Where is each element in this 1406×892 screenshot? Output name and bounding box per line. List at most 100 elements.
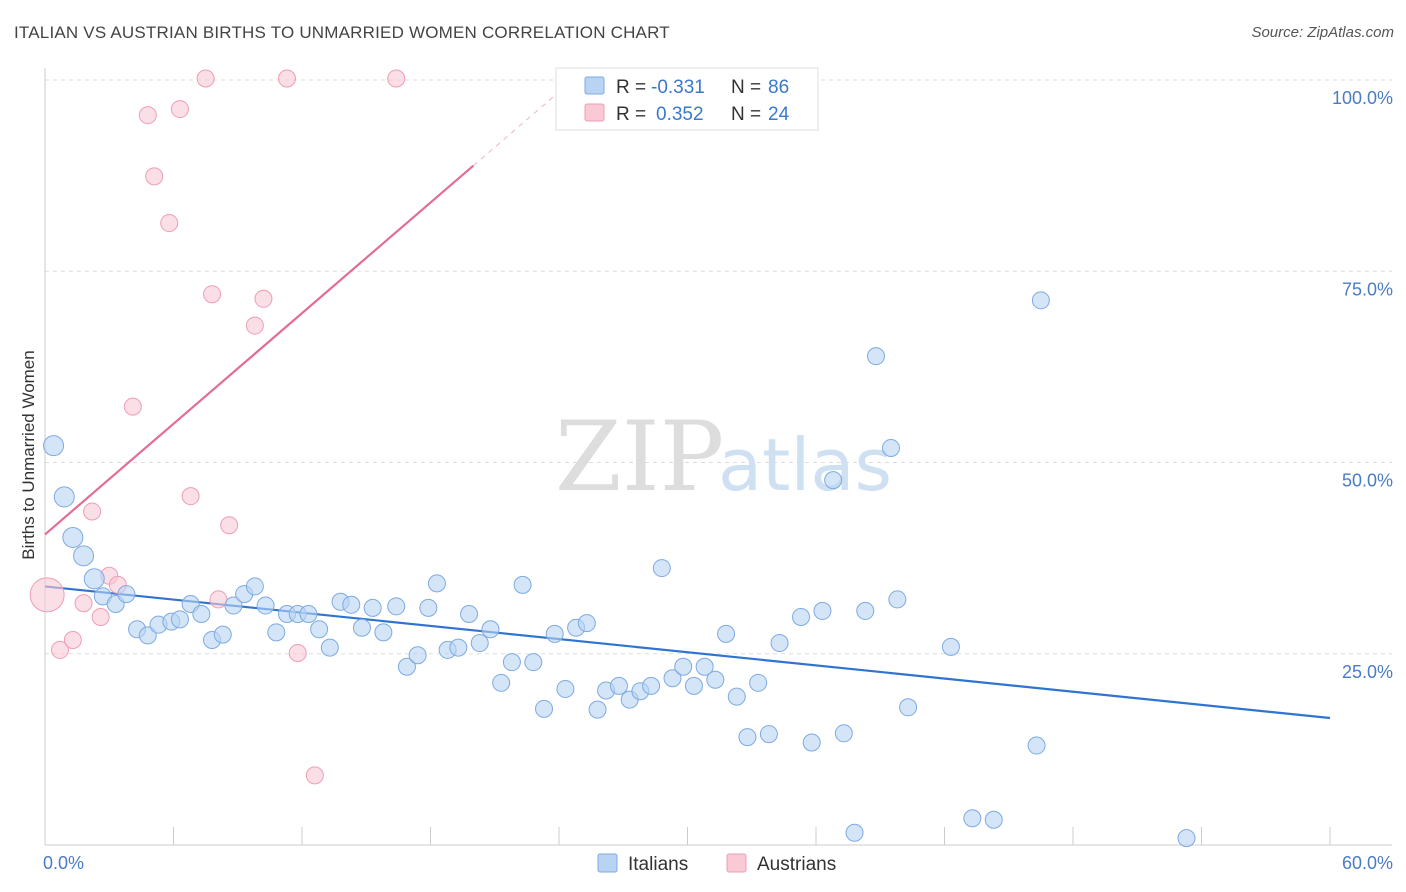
italians-point: [834, 724, 853, 743]
italians-point: [609, 676, 628, 695]
y-tick-label-3: 100.0%: [1332, 88, 1393, 108]
italians-point: [73, 545, 95, 567]
italians-point: [770, 634, 789, 653]
austrians-point: [123, 397, 142, 416]
italians-point: [545, 624, 564, 643]
italians-point: [738, 728, 757, 747]
tick-labels: 25.0% 50.0% 75.0% 100.0% 0.0% 60.0%: [43, 88, 1393, 873]
italians-point: [387, 597, 406, 616]
italians-point: [352, 618, 371, 637]
y-tick-label-0: 25.0%: [1342, 662, 1393, 682]
bottom-legend-label-italians: Italians: [628, 854, 688, 875]
italians-point: [727, 687, 746, 706]
italians-point: [492, 673, 511, 692]
italians-point: [117, 585, 136, 604]
legend-n-value-italians: 86: [768, 77, 789, 98]
italians-point: [881, 438, 900, 457]
italians-point: [588, 700, 607, 719]
legend-r-value-italians: -0.331: [651, 77, 705, 98]
austrians-point: [245, 316, 264, 335]
italians-point: [802, 733, 821, 752]
series-legend: Italians Austrians: [597, 853, 836, 875]
italians-point: [363, 598, 382, 617]
bottom-legend-swatch-italians: [597, 853, 618, 873]
austrians-point: [170, 100, 189, 119]
legend-swatch-austrians: [584, 103, 605, 122]
italians-point: [427, 574, 446, 593]
italians-point: [83, 568, 105, 590]
austrians-point: [254, 289, 273, 308]
italians-point: [310, 620, 329, 639]
italians-point: [408, 646, 427, 665]
italians-point: [695, 657, 714, 676]
italians-point: [170, 610, 189, 629]
y-tick-label-2: 75.0%: [1342, 279, 1393, 299]
italians-point: [481, 620, 500, 639]
legend-r-value-austrians: 0.352: [656, 104, 704, 125]
italians-point: [813, 601, 832, 620]
italians-point: [792, 608, 811, 627]
italians-point: [53, 486, 75, 508]
italians-point: [43, 435, 65, 457]
italians-point: [320, 638, 339, 657]
italians-point: [663, 669, 682, 688]
austrians-trend-line: [44, 164, 475, 536]
italians-point: [717, 624, 736, 643]
gridlines: [45, 79, 1392, 655]
italians-point: [642, 676, 661, 695]
italians-point: [449, 638, 468, 657]
austrians-point: [288, 643, 307, 662]
italians-point: [502, 653, 521, 672]
italians-point: [192, 604, 211, 623]
austrians-trend-extension: [473, 86, 566, 167]
austrians-point: [196, 69, 215, 88]
austrians-point: [91, 608, 110, 627]
austrians-point: [29, 577, 65, 613]
italians-point: [470, 634, 489, 653]
italians-point: [524, 653, 543, 672]
austrians-point: [83, 502, 102, 521]
italians-point: [866, 347, 885, 366]
italians-point: [684, 676, 703, 695]
italians-point: [577, 614, 596, 633]
legend-r-label-italians: R =: [616, 77, 646, 98]
bottom-legend-label-austrians: Austrians: [757, 854, 836, 875]
austrians-point: [387, 69, 406, 88]
italians-point: [1031, 291, 1050, 310]
austrians-point: [145, 167, 164, 186]
italians-point: [213, 625, 232, 644]
italians-point: [224, 596, 243, 615]
legend-n-label-italians: N =: [731, 77, 761, 98]
italians-point: [299, 604, 318, 623]
austrians-point: [160, 214, 179, 233]
italians-point: [535, 699, 554, 718]
watermark-atlas: atlas: [718, 423, 892, 507]
italians-point: [267, 623, 286, 642]
legend-r-label-austrians: R =: [616, 104, 646, 125]
italians-point: [1027, 736, 1046, 755]
italians-point: [556, 679, 575, 698]
y-tick-label-1: 50.0%: [1342, 471, 1393, 491]
austrians-point: [50, 640, 69, 659]
italians-point: [374, 623, 393, 642]
italians-point: [62, 526, 84, 548]
italians-point: [256, 596, 275, 615]
x-tick-label-0: 0.0%: [43, 853, 84, 873]
austrians-point: [74, 594, 93, 613]
italians-point: [984, 810, 1003, 829]
italians-point: [899, 698, 918, 717]
italians-point: [245, 577, 264, 596]
y-axis-label: Births to Unmarried Women: [19, 350, 38, 559]
italians-points: [43, 291, 1196, 848]
legend-n-label-austrians: N =: [731, 104, 761, 125]
italians-point: [342, 595, 361, 614]
italians-point: [706, 670, 725, 689]
italians-point: [845, 823, 864, 842]
axes: [44, 68, 1392, 846]
source-credit: Source: ZipAtlas.com: [1251, 24, 1394, 41]
austrians-point: [209, 590, 228, 609]
austrians-points: [29, 69, 406, 785]
austrians-point: [181, 487, 200, 506]
austrians-point: [278, 69, 297, 88]
